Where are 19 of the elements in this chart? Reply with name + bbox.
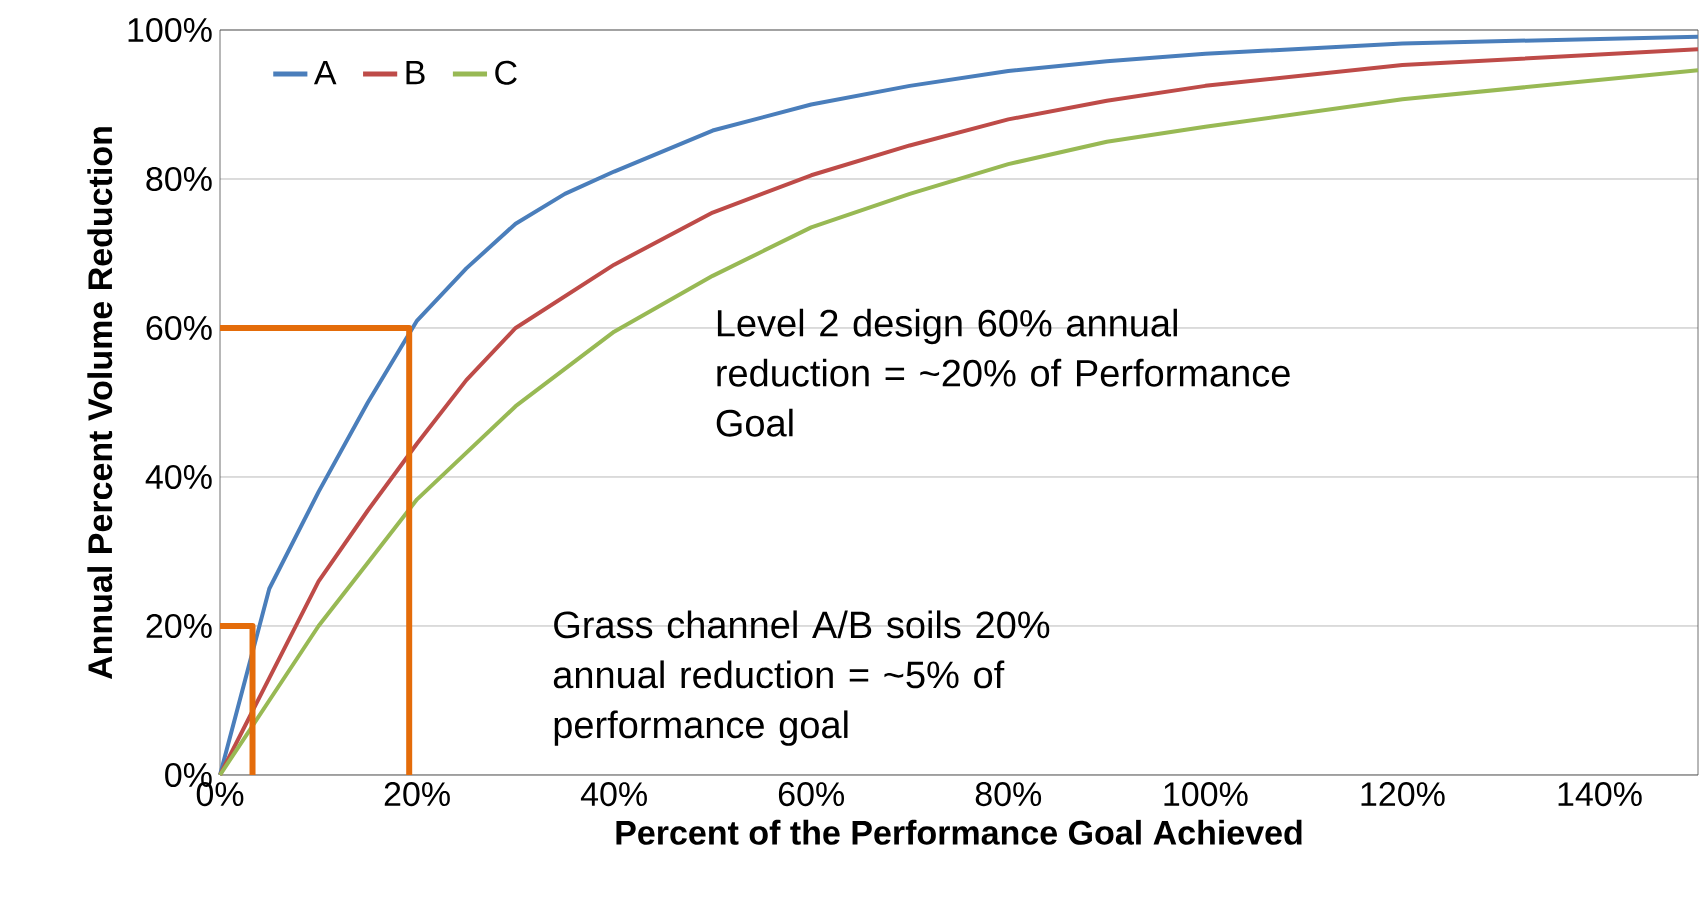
x-tick-label: 100% <box>1164 782 1248 807</box>
annotation: Grass channel A/B soils 20% annual reduction = ~5% of performance goal <box>553 610 1050 746</box>
x-axis-title: Percent of the Performance Goal Achieved <box>616 819 1302 845</box>
annotation: Level 2 design 60% annual reduction = ~20% of Performance Goal <box>716 308 1290 437</box>
y-axis-title: Annual Percent Volume Reduction <box>87 127 113 680</box>
legend-label: A <box>313 60 337 85</box>
x-tick-label: 40% <box>580 782 647 807</box>
x-tick-label: 140% <box>1558 782 1642 807</box>
y-tick-label: 60% <box>146 315 212 341</box>
legend-label: B <box>406 60 425 85</box>
y-tick-label: 20% <box>146 613 212 639</box>
x-tick-label: 80% <box>975 782 1042 807</box>
y-tick-label: 100% <box>128 17 212 43</box>
legend-label: C <box>495 60 517 85</box>
x-tick-label: 120% <box>1361 782 1445 807</box>
x-tick-label: 60% <box>778 782 845 807</box>
x-tick-label: 20% <box>384 782 450 807</box>
y-tick-label: 80% <box>146 166 212 192</box>
y-tick-label: 40% <box>145 464 212 490</box>
